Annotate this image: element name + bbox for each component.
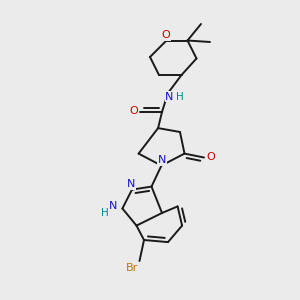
Text: O: O [206,152,215,162]
Text: N: N [158,155,166,165]
Text: N: N [165,92,174,102]
Text: Br: Br [126,262,138,273]
Text: N: N [109,201,118,211]
Text: O: O [161,30,170,40]
Text: O: O [129,106,138,116]
Text: N: N [127,179,136,189]
Text: H: H [101,208,109,218]
Text: H: H [176,92,183,102]
